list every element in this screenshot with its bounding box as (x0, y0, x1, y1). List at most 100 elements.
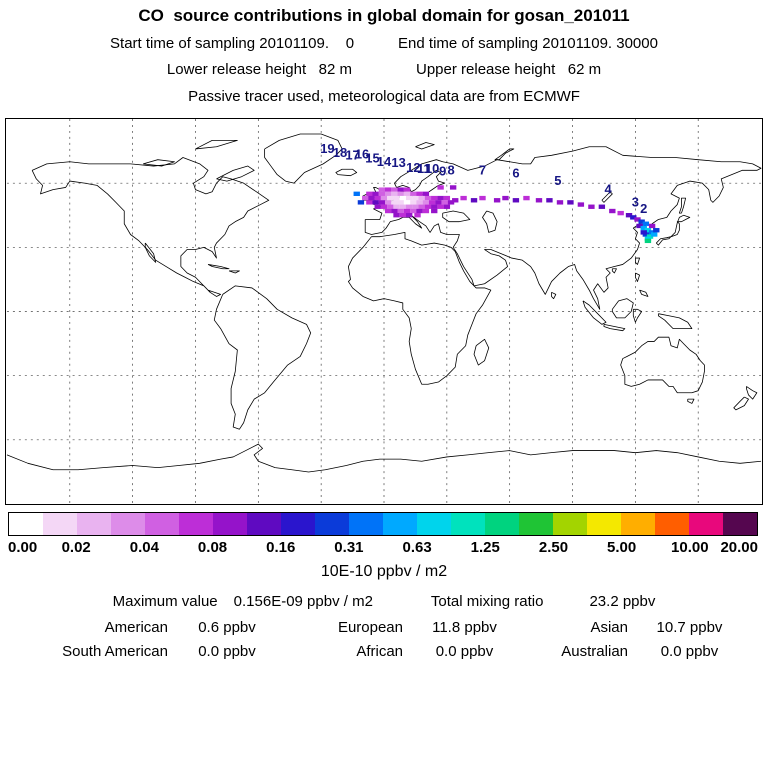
plume-cell (403, 200, 411, 205)
sampling-times-line: Start time of sampling 20101109. 0 End t… (0, 35, 768, 52)
plume-cell (512, 198, 520, 203)
colorbar-tick: 2.50 (538, 539, 569, 556)
plume-cell (399, 213, 407, 218)
colorbar-cell (485, 513, 519, 535)
trajectory-label: 7 (479, 162, 486, 177)
plume-cell (651, 232, 658, 237)
plume-cell (447, 200, 455, 205)
plume-cell (441, 200, 448, 205)
plume-cell (378, 187, 386, 192)
colorbar-cell (9, 513, 43, 535)
release-heights-line: Lower release height 82 m Upper release … (0, 61, 768, 78)
colorbar-tick: 5.00 (607, 539, 637, 556)
plume-cell (403, 208, 411, 214)
coastline (473, 338, 490, 366)
plume-cell (393, 204, 400, 209)
plume-cell (640, 230, 647, 235)
plume-cell (437, 195, 444, 201)
colorbar-cell (77, 513, 111, 535)
coastline (347, 232, 492, 385)
plume-cell (588, 204, 595, 209)
plume-cell (374, 204, 381, 209)
plume-cell (391, 191, 398, 196)
region-label: African (356, 643, 403, 660)
plume-cell (640, 225, 647, 231)
coastline (143, 159, 175, 167)
trajectory-label: 18 (333, 145, 347, 160)
plume-cell (397, 200, 404, 205)
coastlines (6, 133, 762, 473)
plume-cell (362, 195, 369, 201)
colorbar-tick: 0.16 (266, 539, 296, 556)
upper-release-height-text: Upper release height 62 m (416, 61, 602, 78)
plume-cell (431, 204, 438, 209)
trajectory-label: 15 (365, 151, 379, 166)
coastline (634, 272, 640, 282)
region-label: Australian (561, 643, 628, 660)
plume-cell (397, 187, 404, 192)
plume-cell (449, 185, 457, 190)
coastline (603, 323, 626, 332)
colorbar-unit-label: 10E-10 ppbv / m2 (320, 563, 448, 580)
plume-cell (397, 208, 404, 214)
coastline (639, 289, 649, 297)
plume-cell (634, 217, 641, 222)
plume-cell (460, 195, 467, 201)
coastline (207, 264, 230, 270)
plume-cell (443, 204, 451, 209)
plume-cell (523, 195, 530, 201)
plume-cell (353, 191, 360, 196)
colorbar-tick: 0.02 (61, 539, 91, 556)
start-time-text: Start time of sampling 20101109. 0 (110, 35, 355, 52)
coastline (620, 336, 705, 394)
plume-cell (644, 228, 652, 233)
coastline (494, 148, 515, 161)
plume-cell (384, 191, 392, 196)
colorbar-cell (111, 513, 145, 535)
plume-cells (353, 185, 660, 244)
trajectory-label: 19 (320, 141, 334, 156)
max-value: 0.156E-09 ppbv / m2 (233, 593, 373, 610)
plume-cell (403, 191, 411, 196)
plume-cell (399, 195, 407, 201)
coastline (611, 298, 634, 319)
spacer (352, 61, 416, 78)
plume-cell (424, 204, 432, 209)
plume-cell (384, 208, 392, 214)
trajectory-label: 12 (406, 160, 420, 175)
plume-cell (437, 185, 444, 190)
plume-cell (424, 195, 432, 201)
coastline (482, 210, 498, 233)
plume-cell (416, 208, 423, 214)
total-ratio-value: 23.2 ppbv (589, 593, 656, 610)
plume-cell (556, 200, 564, 205)
plume-cell (387, 195, 394, 201)
plume-cell (416, 200, 423, 205)
coastline (687, 398, 695, 404)
coastline (335, 168, 358, 177)
trajectory-label: 17 (345, 147, 359, 162)
plume-cell (372, 191, 379, 196)
plume-cell (391, 200, 398, 205)
trajectory-label: 16 (355, 146, 369, 161)
trajectory-label: 8 (447, 162, 454, 177)
trajectory-label: 2 (640, 201, 647, 216)
plume-cell (630, 215, 637, 220)
colorbar (8, 512, 758, 536)
coastline (634, 257, 640, 265)
plume-cell (443, 195, 451, 201)
region-value: 11.8 ppbv (432, 619, 497, 636)
plume-cell (546, 198, 553, 203)
trajectory-label: 9 (439, 163, 446, 178)
plume-cell (368, 195, 375, 201)
colorbar-cell (621, 513, 655, 535)
colorbar-ticks: 0.00 0.02 0.04 0.08 0.16 0.31 0.63 1.25 2.50 5.00… (8, 539, 758, 557)
coastline (611, 268, 617, 274)
region-value: 10.7 ppbv (656, 619, 723, 636)
coastline (216, 165, 255, 182)
colorbar-tick: 0.31 (334, 539, 364, 556)
plume-cell (422, 200, 430, 205)
plume-cell (625, 213, 633, 218)
plume-cell (393, 195, 400, 201)
